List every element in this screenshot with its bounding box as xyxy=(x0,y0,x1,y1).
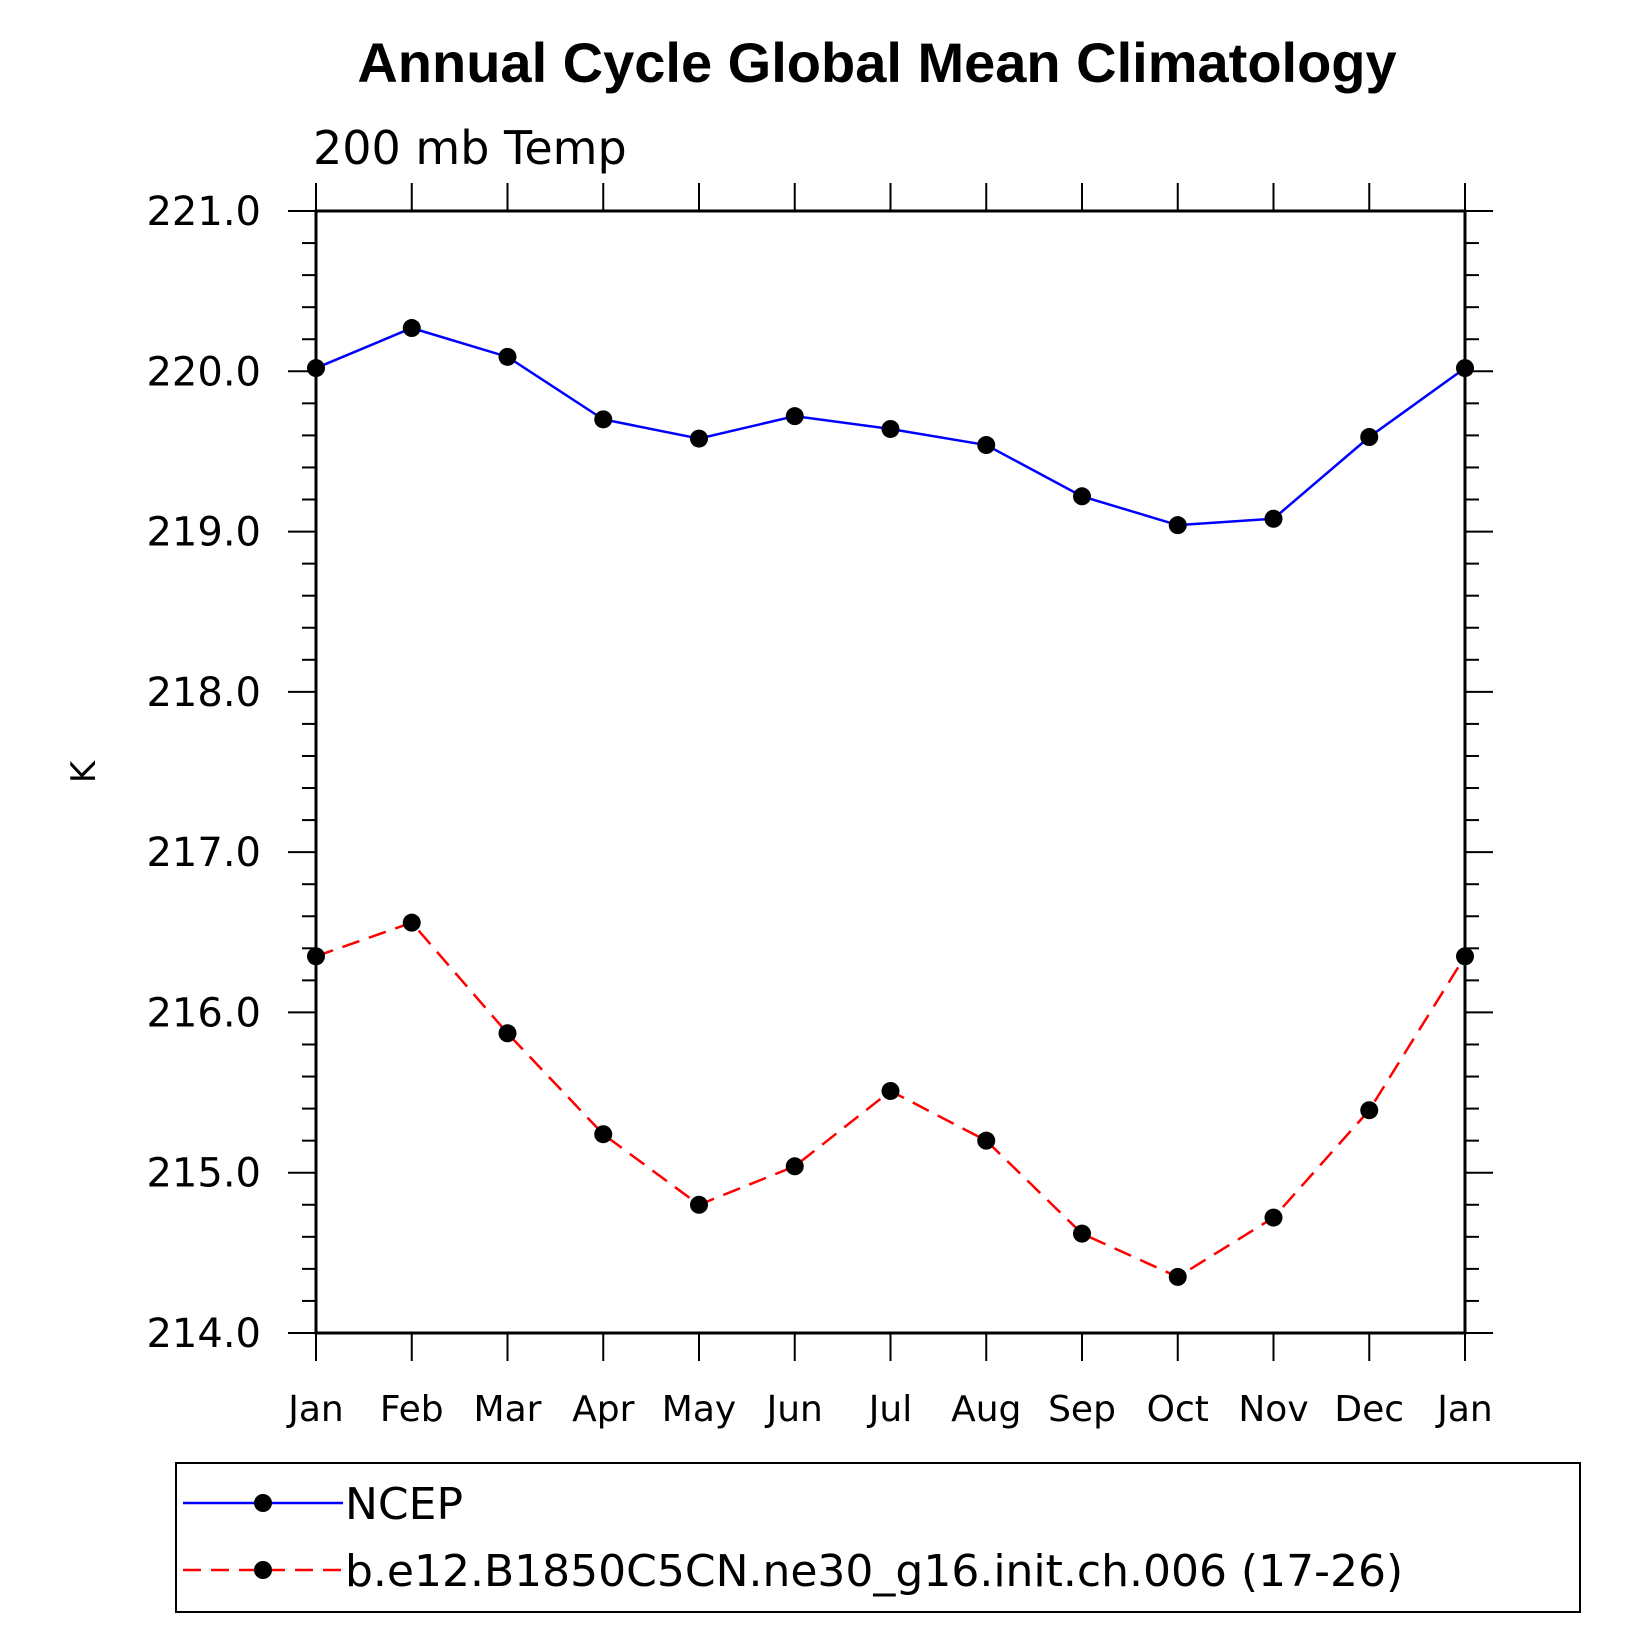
series-1-point xyxy=(594,1125,613,1144)
series-0-point xyxy=(498,347,517,366)
series-0-point xyxy=(977,436,996,455)
y-tick-label: 221.0 xyxy=(146,189,261,235)
x-tick-label: Jul xyxy=(867,1389,912,1430)
series-1-point xyxy=(1168,1267,1187,1286)
x-tick-label: Mar xyxy=(474,1389,542,1430)
series-1-point xyxy=(785,1157,804,1176)
series-1-point xyxy=(1073,1224,1091,1243)
series-1-point xyxy=(498,1024,517,1043)
series-0-point xyxy=(402,319,421,338)
series-layer xyxy=(307,319,1474,1286)
y-tick-label: 217.0 xyxy=(146,830,261,876)
x-tick-label: Dec xyxy=(1334,1389,1404,1430)
x-tick-label: Jun xyxy=(765,1389,823,1430)
chart-subtitle: 200 mb Temp xyxy=(313,121,627,175)
y-tick-label: 220.0 xyxy=(146,349,261,395)
series-1-point xyxy=(1456,947,1474,966)
x-tick-label: Sep xyxy=(1048,1389,1116,1430)
y-tick-label: 214.0 xyxy=(146,1311,261,1357)
series-1-point xyxy=(881,1081,900,1100)
y-tick-label: 215.0 xyxy=(146,1151,261,1197)
chart-title: Annual Cycle Global Mean Climatology xyxy=(357,31,1396,94)
x-tick-label: Jan xyxy=(1435,1389,1493,1430)
series-0-point xyxy=(690,429,708,448)
axes: 214.0 215.0 216.0 217.0 218.0 219.0 220.0 221.0… xyxy=(146,183,1493,1430)
legend: NCEP b.e12.B1850C5CN.ne30_g16.init.ch.006… xyxy=(175,1462,1581,1613)
series-0-point xyxy=(1360,428,1379,447)
x-tick-label: Apr xyxy=(572,1389,634,1430)
legend-label-0: NCEP xyxy=(345,1479,463,1530)
y-axis-label: K xyxy=(64,759,104,783)
legend-label-1: b.e12.B1850C5CN.ne30_g16.init.ch.006 (17… xyxy=(345,1546,1403,1597)
series-0-point xyxy=(1168,516,1187,535)
series-1-point xyxy=(690,1195,708,1214)
x-tick-label: Nov xyxy=(1238,1389,1308,1430)
series-1-point xyxy=(307,947,325,966)
x-tick-label: Aug xyxy=(951,1389,1021,1430)
x-tick-label: Oct xyxy=(1147,1389,1209,1430)
series-1-point xyxy=(1264,1208,1283,1227)
legend-marker-0 xyxy=(254,1494,272,1512)
series-1-point xyxy=(977,1131,996,1150)
legend-box xyxy=(175,1462,1581,1613)
series-0-point xyxy=(881,419,900,438)
series-0-point xyxy=(1456,359,1474,378)
x-tick-label: Jan xyxy=(286,1389,344,1430)
series-1-point xyxy=(1360,1101,1379,1120)
y-tick-label: 216.0 xyxy=(146,990,261,1036)
y-tick-label: 218.0 xyxy=(146,670,261,716)
legend-marker-1 xyxy=(254,1561,272,1579)
series-0-point xyxy=(1264,509,1283,528)
series-0-point xyxy=(1073,487,1091,506)
y-tick-label: 219.0 xyxy=(146,510,261,556)
x-tick-label: Feb xyxy=(380,1389,444,1430)
plot-frame xyxy=(314,209,1467,1335)
series-0-point xyxy=(307,359,325,378)
series-0-point xyxy=(785,407,804,426)
x-tick-label: May xyxy=(662,1389,736,1430)
series-1-point xyxy=(402,913,421,932)
series-0-point xyxy=(594,410,613,429)
